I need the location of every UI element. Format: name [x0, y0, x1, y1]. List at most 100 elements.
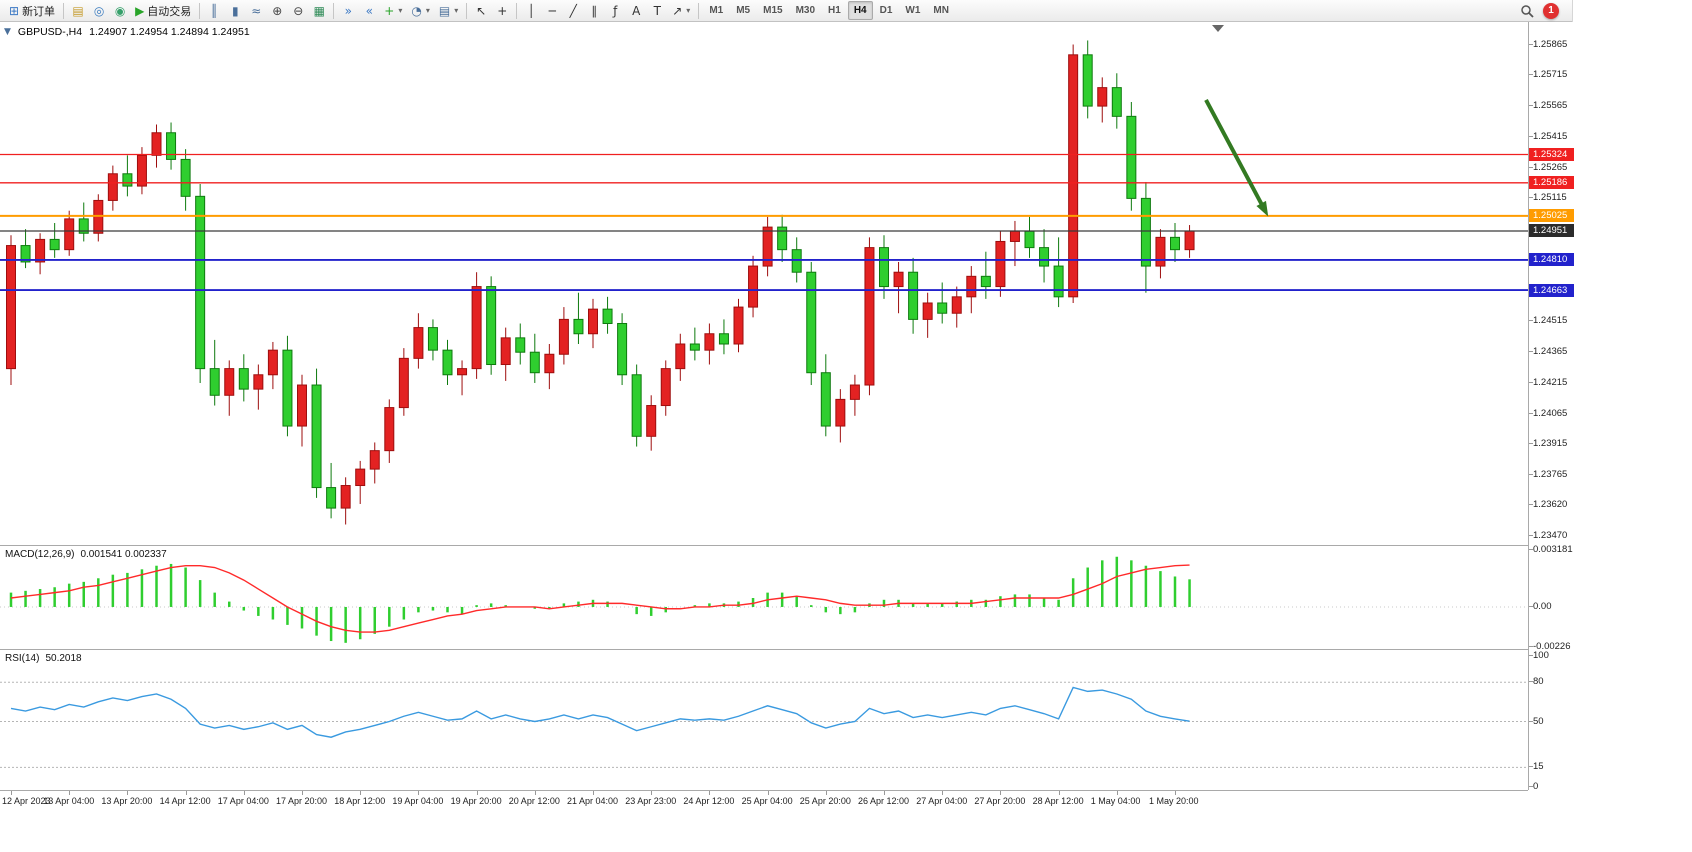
price-badge: 1.24810: [1529, 253, 1574, 267]
time-axis-tick: [884, 791, 885, 795]
rsi-panel[interactable]: RSI(14) 50.2018: [0, 649, 1528, 790]
trendline-button[interactable]: ╱: [563, 1, 583, 20]
time-axis-tick: [825, 791, 827, 795]
price-axis-label: 1.25565: [1533, 100, 1568, 112]
templates-button[interactable]: ▤ ▾: [435, 1, 462, 20]
text-label-icon: T: [653, 3, 661, 18]
price-axis-label: 1.25715: [1533, 69, 1568, 81]
candlestick-icon: ▮: [231, 3, 239, 18]
time-axis-tick: [1175, 791, 1176, 795]
price-axis-label: 1.25415: [1533, 130, 1568, 142]
toolbar-separator: [199, 2, 201, 19]
time-axis-label: 13 Apr 20:00: [101, 796, 153, 806]
price-axis-label: 80: [1533, 676, 1544, 688]
channel-button[interactable]: ∥: [584, 1, 604, 20]
search-button[interactable]: [1516, 1, 1538, 20]
price-axis-tick: [1529, 166, 1533, 168]
text-label-button[interactable]: T: [647, 1, 667, 20]
price-axis-label: 0.00: [1533, 600, 1552, 612]
time-axis-tick: [767, 791, 769, 795]
time-axis-tick: [942, 791, 944, 795]
bar-chart-button[interactable]: ║: [204, 1, 224, 20]
line-chart-icon: ≈: [251, 3, 262, 18]
time-axis-label: 25 Apr 04:00: [741, 796, 793, 806]
price-axis-tick: [1529, 474, 1533, 476]
auto-scroll-button[interactable]: »: [338, 1, 358, 20]
indicators-button[interactable]: + ▾: [380, 1, 406, 20]
timeframe-mn-button[interactable]: MN: [933, 5, 949, 16]
timeframe-m1-button[interactable]: M1: [709, 5, 724, 16]
main-chart-panel[interactable]: ▼ GBPUSD-,H4 1.24907 1.24954 1.24894 1.2…: [0, 22, 1528, 545]
price-axis-tick: [1529, 197, 1533, 199]
candlestick-chart[interactable]: [0, 22, 1528, 545]
time-axis-tick: [709, 791, 711, 795]
timeframe-m5-button[interactable]: M5: [736, 5, 751, 16]
chart-region: ▼ GBPUSD-,H4 1.24907 1.24954 1.24894 1.2…: [0, 22, 1574, 812]
time-axis-tick: [360, 791, 362, 795]
arrows-button[interactable]: ↗ ▾: [668, 1, 694, 20]
price-axis-label: 1.25865: [1533, 38, 1568, 50]
chart-window-button[interactable]: ▤: [68, 1, 88, 20]
time-axis-label: 12 Apr 2023: [2, 796, 51, 806]
arrow-tool-icon: ↗: [672, 3, 683, 18]
one-click-collapse-icon[interactable]: ▼: [4, 27, 11, 37]
price-axis-label: 1.25265: [1533, 161, 1568, 173]
toolbar: ⊞ 新订单 ▤ ◎ ◉ ▶ 自动交易 ║ ▮ ≈ ⊕ ⊖ ▦» «+ ▾ ◔ ▾ ▤ ▾ ↖ + │ ─ ╱ ∥ ƒ A T ↗ ▾ M1 M…: [0, 0, 1572, 22]
timeframe-m30-button[interactable]: M30: [795, 5, 816, 16]
time-axis-tick: [11, 791, 12, 795]
time-axis-label: 1 May 04:00: [1090, 796, 1141, 806]
new-order-icon: ⊞: [9, 3, 20, 18]
timeframe-w1-button[interactable]: W1: [905, 5, 921, 16]
cursor-button[interactable]: ↖: [471, 1, 491, 20]
profile-button[interactable]: ◎: [89, 1, 109, 20]
time-axis-label: 25 Apr 20:00: [799, 796, 851, 806]
price-axis-label: 1.24515: [1533, 315, 1568, 327]
line-chart-button[interactable]: ≈: [246, 1, 266, 20]
time-axis-label: 24 Apr 12:00: [683, 796, 735, 806]
data-window-button[interactable]: ◉: [110, 1, 130, 20]
timeframe-h1-button[interactable]: H1: [828, 5, 841, 16]
dropdown-caret-icon: ▾: [454, 6, 459, 15]
timeframe-h4-button[interactable]: H4: [847, 1, 873, 20]
chart-shift-marker-icon: [1212, 25, 1224, 32]
text-button[interactable]: A: [626, 1, 646, 20]
fibonacci-icon: ƒ: [613, 3, 618, 18]
zoom-out-icon: ⊖: [293, 3, 304, 18]
mt4-window: ⊞ 新订单 ▤ ◎ ◉ ▶ 自动交易 ║ ▮ ≈ ⊕ ⊖ ▦» «+ ▾ ◔ ▾ ▤ ▾ ↖ + │ ─ ╱ ∥ ƒ A T ↗ ▾ M1 M…: [0, 0, 1574, 812]
macd-panel[interactable]: MACD(12,26,9) 0.001541 0.002337: [0, 545, 1528, 649]
price-axis-label: 1.23620: [1533, 498, 1568, 510]
macd-values-label: 0.001541 0.002337: [80, 549, 167, 560]
chart-ohlc-label: 1.24907 1.24954 1.24894 1.24951: [89, 26, 250, 38]
tile-windows-button[interactable]: ▦: [309, 1, 329, 20]
price-axis-tick: [1529, 681, 1533, 683]
chart-window-icon: ▤: [72, 3, 84, 18]
time-axis-label: 27 Apr 20:00: [974, 796, 1026, 806]
price-axis-tick: [1529, 548, 1533, 550]
zoom-in-button[interactable]: ⊕: [267, 1, 287, 20]
autotrading-button[interactable]: ▶ 自动交易: [131, 1, 195, 20]
candlestick-chart-button[interactable]: ▮: [225, 1, 245, 20]
zoom-out-button[interactable]: ⊖: [288, 1, 308, 20]
new-order-button[interactable]: ⊞ 新订单: [5, 1, 59, 20]
vertical-line-button[interactable]: │: [521, 1, 541, 20]
timeframe-d1-button[interactable]: D1: [879, 5, 893, 16]
price-axis-tick: [1529, 412, 1533, 414]
periods-button[interactable]: ◔ ▾: [407, 1, 434, 20]
data-window-icon: ◉: [114, 3, 126, 18]
rsi-indicator-chart[interactable]: [0, 650, 1528, 791]
chart-shift-button[interactable]: «: [359, 1, 379, 20]
price-axis-label: 1.24365: [1533, 346, 1568, 358]
fibonacci-button[interactable]: ƒ: [605, 1, 625, 20]
macd-indicator-chart[interactable]: [0, 546, 1528, 650]
time-axis-tick: [185, 791, 187, 795]
price-axis-label: 0: [1533, 781, 1539, 792]
timeframe-m15-button[interactable]: M15: [763, 5, 783, 16]
channel-icon: ∥: [591, 3, 598, 18]
horizontal-line-button[interactable]: ─: [542, 1, 562, 20]
crosshair-button[interactable]: +: [492, 1, 512, 20]
notification-badge[interactable]: 1: [1543, 2, 1559, 19]
profile-icon: ◎: [93, 3, 105, 18]
dropdown-caret-icon: ▾: [398, 6, 403, 15]
time-axis-tick: [1116, 791, 1118, 795]
time-axis-label: 14 Apr 12:00: [159, 796, 211, 806]
